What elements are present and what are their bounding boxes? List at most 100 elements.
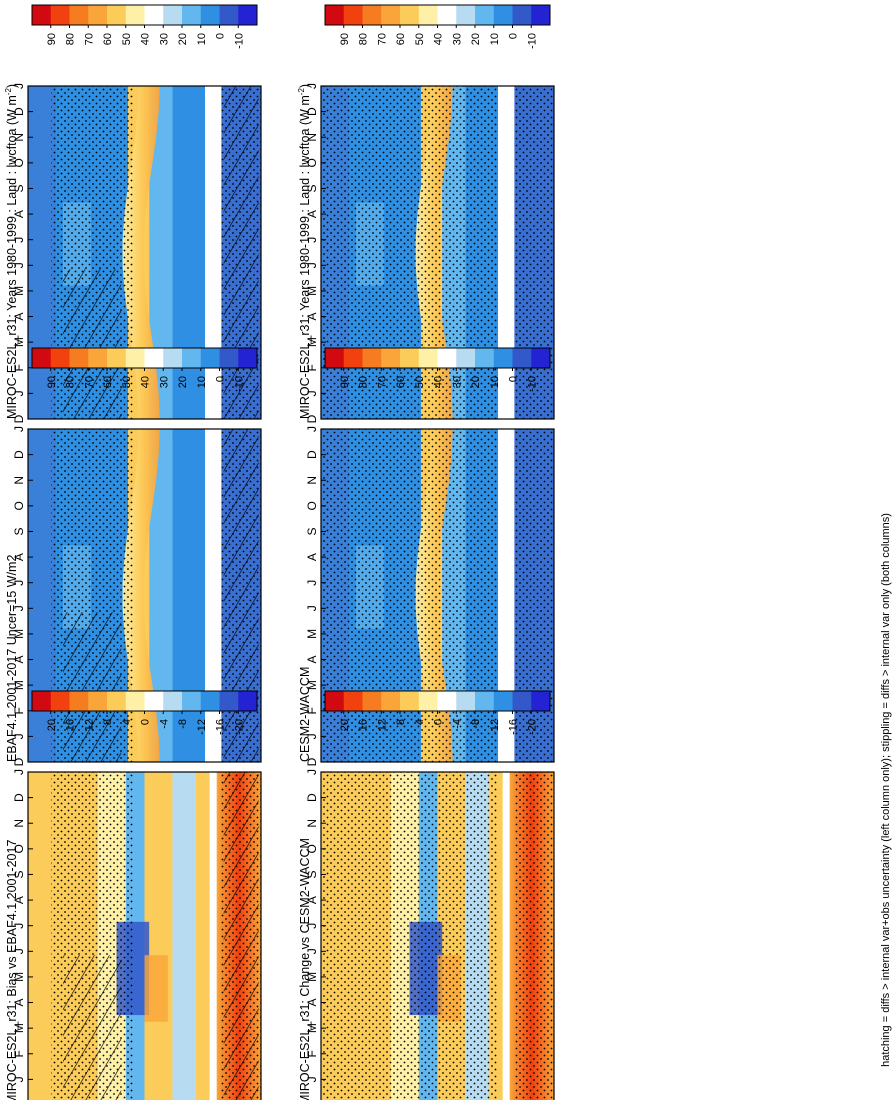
month-label: D xyxy=(305,450,319,459)
colorbar-bin xyxy=(144,691,164,711)
band-sh xyxy=(172,772,196,1100)
month-label: J xyxy=(12,605,26,611)
colorbar-label: 20 xyxy=(177,33,189,45)
month-label: A xyxy=(12,896,26,904)
month-label: M xyxy=(305,286,319,296)
colorbar-label: -16 xyxy=(215,719,227,735)
month-label: D xyxy=(12,793,26,802)
colorbar-label: 12 xyxy=(83,719,95,731)
colorbar-bin xyxy=(531,348,551,368)
plot-frame xyxy=(320,771,555,1100)
colorbar-bin xyxy=(475,5,495,25)
band-no-data xyxy=(209,772,217,1100)
colorbar-label: 50 xyxy=(414,33,426,45)
month-label: M xyxy=(12,629,26,639)
month-label: M xyxy=(12,972,26,982)
band-subtropics xyxy=(149,429,173,762)
colorbar-bin xyxy=(381,348,401,368)
colorbar-bin xyxy=(107,691,127,711)
month-label: J xyxy=(305,948,319,954)
month-label: J xyxy=(12,1076,26,1082)
colorbar-label: -20 xyxy=(233,719,245,735)
colorbar-label: -10 xyxy=(526,376,538,392)
colorbar-label: 30 xyxy=(158,33,170,45)
panel-title: CESM2-WACCM xyxy=(298,667,312,762)
colorbar-bin xyxy=(475,348,495,368)
hatching-south xyxy=(223,429,259,762)
month-label: D xyxy=(12,757,26,766)
month-label: J xyxy=(12,923,26,929)
colorbar-label: -10 xyxy=(526,33,538,49)
band-sh-midlat xyxy=(172,86,206,419)
month-label: A xyxy=(305,656,319,664)
month-label: D xyxy=(305,793,319,802)
colorbar-label: -10 xyxy=(233,33,245,49)
month-label: M xyxy=(305,680,319,690)
footnote: hatching = diffs > internal var+obs unce… xyxy=(880,513,892,1067)
colorbar-label: 10 xyxy=(489,376,501,388)
month-label: N xyxy=(305,476,319,485)
month-label: M xyxy=(305,337,319,347)
colorbar-bin xyxy=(200,348,220,368)
colorbar-bin xyxy=(182,691,202,711)
month-label: S xyxy=(305,527,319,535)
colorbar-bin xyxy=(125,348,145,368)
colorbar-bin xyxy=(200,691,220,711)
stippling-south xyxy=(514,772,554,1100)
colorbar-bin xyxy=(107,5,127,25)
month-label: D xyxy=(305,107,319,116)
colorbar-bin xyxy=(493,5,513,25)
colorbar-label: 30 xyxy=(158,376,170,388)
colorbar-label: 0 xyxy=(140,719,152,725)
colorbar-label: 16 xyxy=(358,719,370,731)
colorbar-label: 60 xyxy=(395,376,407,388)
month-label: J xyxy=(305,733,319,739)
colorbar-bin xyxy=(144,348,164,368)
month-label: J xyxy=(305,580,319,586)
colorbar-bin xyxy=(182,348,202,368)
colorbar-label: 20 xyxy=(470,33,482,45)
colorbar-bin xyxy=(400,5,420,25)
colorbar-label: 4 xyxy=(121,719,133,725)
colorbar-bin xyxy=(219,5,239,25)
month-label: J xyxy=(12,580,26,586)
colorbar-label: 50 xyxy=(414,376,426,388)
colorbar-label: 0 xyxy=(508,33,520,39)
colorbar-label: -20 xyxy=(526,719,538,735)
colorbar-bin xyxy=(163,348,183,368)
stippling xyxy=(321,772,499,1100)
colorbar-bin xyxy=(381,5,401,25)
month-label: M xyxy=(12,1023,26,1033)
month-label: A xyxy=(305,313,319,321)
plot-frame xyxy=(320,85,555,420)
colorbar-label: 0 xyxy=(215,33,227,39)
month-label: J xyxy=(305,426,319,432)
colorbar-label: 10 xyxy=(196,376,208,388)
colorbar-bin xyxy=(437,5,457,25)
month-label: O xyxy=(305,501,319,510)
colorbar-bin xyxy=(531,5,551,25)
colorbar-bin xyxy=(325,691,345,711)
month-label: J xyxy=(305,769,319,775)
month-label: A xyxy=(305,210,319,218)
colorbar-bin xyxy=(343,691,363,711)
colorbar-bin xyxy=(107,348,127,368)
month-label: D xyxy=(305,414,319,423)
hatching-south xyxy=(223,86,259,419)
month-label: J xyxy=(305,262,319,268)
colorbar-label: 70 xyxy=(376,33,388,45)
colorbar-bin xyxy=(219,691,239,711)
month-label: O xyxy=(12,844,26,853)
month-label: S xyxy=(305,184,319,192)
colorbar-label: 70 xyxy=(83,376,95,388)
colorbar-label: 8 xyxy=(102,719,114,725)
month-label: J xyxy=(305,83,319,89)
colorbar-bin xyxy=(32,5,52,25)
colorbar-label: 40 xyxy=(140,33,152,45)
stippling xyxy=(321,86,499,419)
month-label: J xyxy=(12,733,26,739)
month-label: S xyxy=(12,527,26,535)
colorbar-bin xyxy=(125,5,145,25)
month-label: O xyxy=(12,501,26,510)
